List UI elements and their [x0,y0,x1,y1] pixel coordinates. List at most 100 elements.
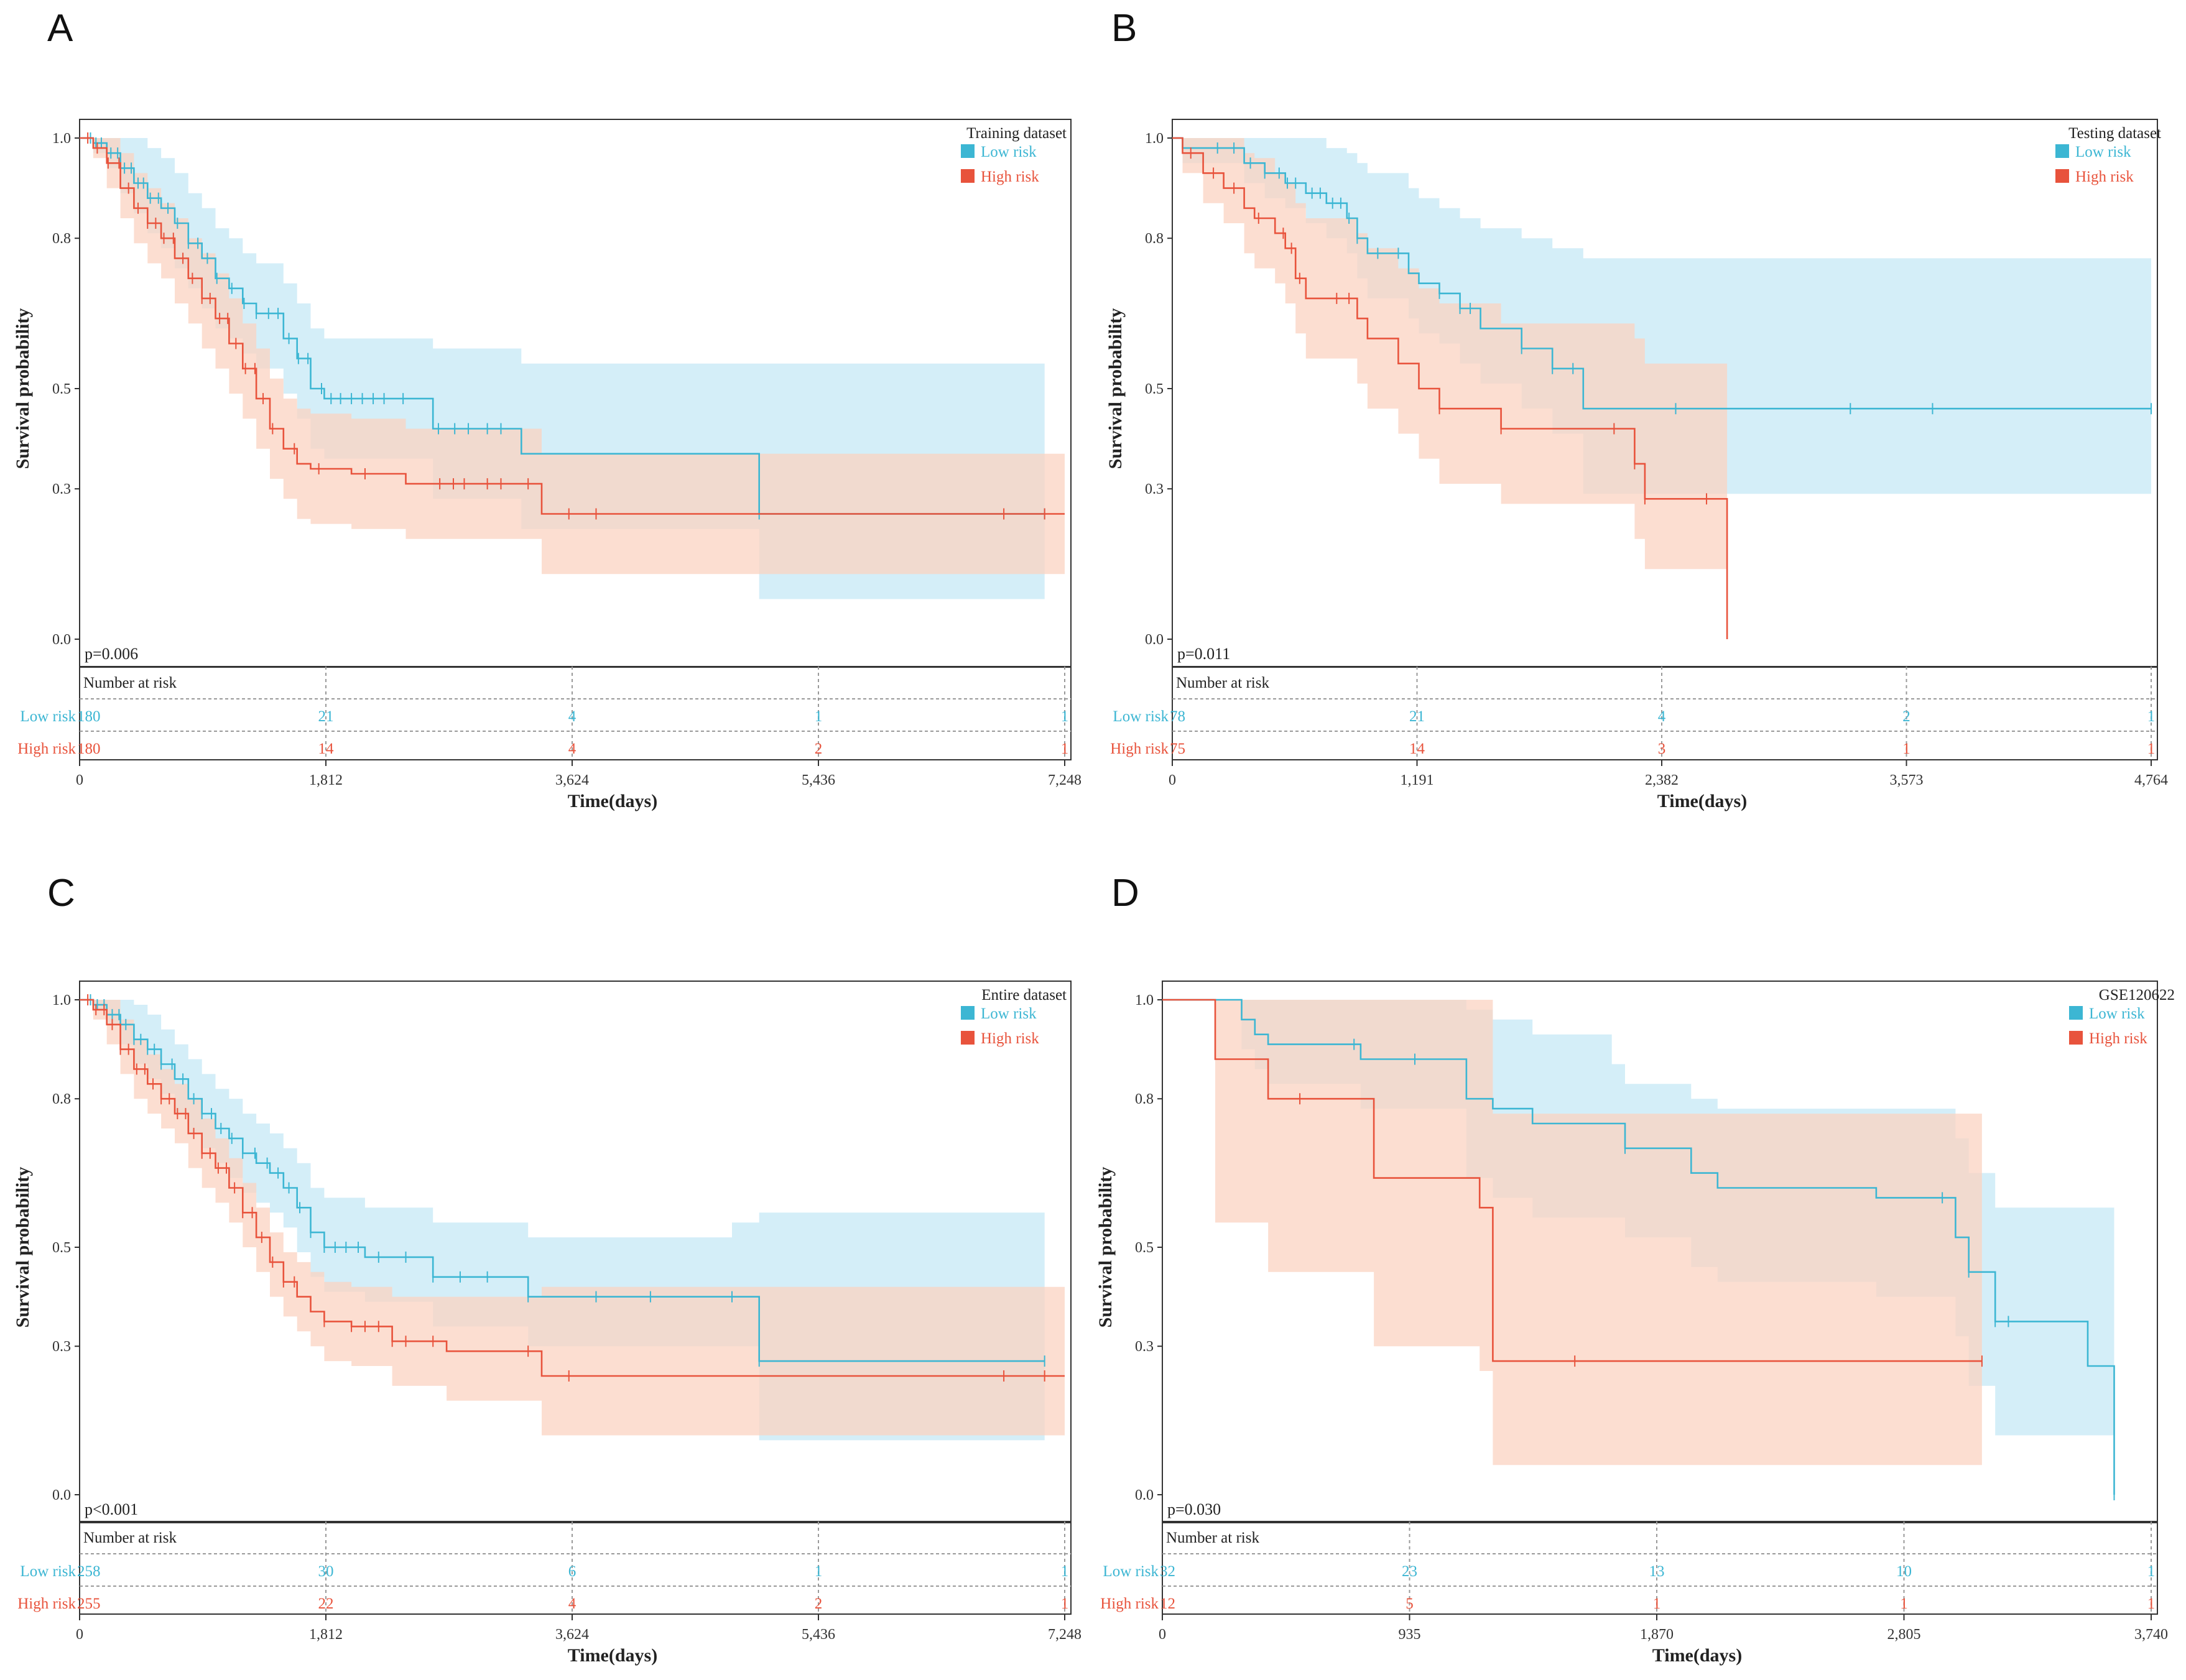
x-tick-label: 2,382 [1645,772,1679,788]
x-tick-label: 0 [1159,1627,1166,1643]
plot-frame [79,981,1072,1523]
legend-entry: High risk [2089,1030,2147,1047]
low-risk-survival-line [1172,137,2151,410]
km-panel-c: C 0.0 0.3 0.5 0.8 1.0 Survival probability p<0… [0,840,1093,1680]
legend-entry: High risk [2075,168,2134,185]
x-axis-label: Time(days) [568,1645,657,1666]
y-tick-label: 0.0 [52,1487,71,1503]
risk-count: 75 [1170,741,1185,757]
low-risk-survival-line [80,137,1045,515]
x-tick-label: 1,191 [1401,772,1434,788]
y-tick-label: 0.8 [52,231,71,247]
legend-entry: Low risk [981,144,1037,160]
y-tick-label: 0.0 [52,632,71,648]
km-chart: 0.0 0.3 0.5 0.8 1.0 Survival probability p=0.0… [1105,119,2168,811]
low-risk-survival-line [1162,999,2115,1495]
p-value: p=0.006 [85,645,138,663]
legend-swatch [961,1031,975,1045]
risk-count: 10 [1896,1563,1912,1580]
risk-count: 4 [568,708,577,725]
x-tick-label: 1,812 [309,1627,343,1643]
risk-row-label: Low risk [1113,708,1169,725]
risk-count: 255 [77,1595,101,1612]
risk-count: 1 [1061,1595,1069,1612]
risk-count: 1 [1061,1563,1069,1580]
y-axis-label: Survival probability [1095,1167,1116,1328]
risk-table-frame [1172,666,2158,760]
legend-title: Training dataset [966,125,1067,142]
risk-count: 1 [1902,741,1910,757]
legend-swatch [2055,144,2069,158]
risk-count: 180 [77,708,101,725]
x-tick-label: 5,436 [802,1627,835,1643]
x-axis-label: Time(days) [1652,1645,1742,1666]
legend-entry: Low risk [2075,144,2131,160]
high-risk-survival-line [80,137,1065,515]
panel-label: A [47,7,73,50]
risk-count: 14 [318,741,335,757]
risk-count: 6 [568,1563,577,1580]
risk-count: 180 [77,741,101,757]
legend-title: Testing dataset [2068,125,2161,142]
risk-row-label: Low risk [20,708,76,725]
x-tick-label: 2,805 [1887,1627,1921,1643]
risk-count: 14 [1409,741,1425,757]
risk-count: 32 [1160,1563,1175,1580]
y-tick-label: 0.8 [52,1091,71,1107]
y-tick-label: 0.5 [52,1240,71,1256]
y-axis-label: Survival probability [12,308,33,469]
y-tick-label: 0.0 [1135,1487,1154,1503]
risk-count: 1 [2147,1595,2156,1612]
x-axis-label: Time(days) [568,791,657,811]
risk-table-title: Number at risk [1176,675,1269,691]
legend-swatch [2069,1006,2083,1020]
high-risk-ci-band [80,138,1065,575]
x-tick-label: 935 [1399,1627,1421,1643]
km-chart: 0.0 0.3 0.5 0.8 1.0 Survival probability p<0.0… [12,981,1081,1666]
panel-label: B [1111,7,1137,50]
x-tick-label: 0 [1169,772,1176,788]
x-tick-label: 3,624 [555,772,589,788]
y-tick-label: 0.3 [1135,1339,1154,1355]
high-risk-survival-line [1172,137,1728,639]
legend-swatch [961,144,975,158]
high-risk-ci-band [1162,1000,1982,1465]
y-axis-label: Survival probability [1105,308,1126,469]
risk-count: 78 [1170,708,1185,725]
legend-swatch [2055,169,2069,183]
low-risk-ci-band [1172,138,2151,494]
legend-title: GSE120622 [2099,987,2175,1004]
km-panel-d: D 0.0 0.3 0.5 0.8 1.0 Survival probability p=0… [1093,840,2185,1680]
km-chart: 0.0 0.3 0.5 0.8 1.0 Survival probability p=0.0… [12,119,1081,811]
risk-count: 1 [815,1563,823,1580]
x-tick-label: 3,740 [2134,1627,2168,1643]
risk-row-label: High risk [1110,741,1169,757]
x-tick-label: 1,870 [1640,1627,1674,1643]
risk-count: 4 [568,741,577,757]
km-panel-b: B 0.0 0.3 0.5 0.8 1.0 Survival probability p=0… [1093,0,2185,840]
y-axis-label: Survival probability [12,1167,33,1328]
y-tick-label: 0.5 [1145,381,1164,397]
x-tick-label: 0 [76,772,83,788]
y-tick-label: 0.8 [1145,231,1164,247]
risk-count: 1 [2147,741,2156,757]
risk-count: 1 [815,708,823,725]
risk-count: 21 [1409,708,1425,725]
high-risk-survival-line [1162,999,1982,1362]
risk-row-label: Low risk [20,1563,76,1580]
legend-title: Entire dataset [981,987,1067,1004]
y-tick-label: 0.3 [1145,481,1164,497]
x-tick-label: 1,812 [309,772,343,788]
risk-count: 30 [318,1563,334,1580]
risk-row-label: High risk [17,1595,76,1612]
risk-count: 13 [1649,1563,1665,1580]
p-value: p=0.030 [1167,1500,1221,1518]
legend-entry: High risk [981,168,1039,185]
risk-count: 23 [1402,1563,1417,1580]
high-risk-ci-band [80,1000,1065,1436]
legend-entry: High risk [981,1030,1039,1047]
y-tick-label: 0.3 [52,1339,71,1355]
y-tick-label: 0.5 [1135,1240,1154,1256]
x-tick-label: 3,624 [555,1627,589,1643]
risk-table-frame [79,1521,1072,1615]
